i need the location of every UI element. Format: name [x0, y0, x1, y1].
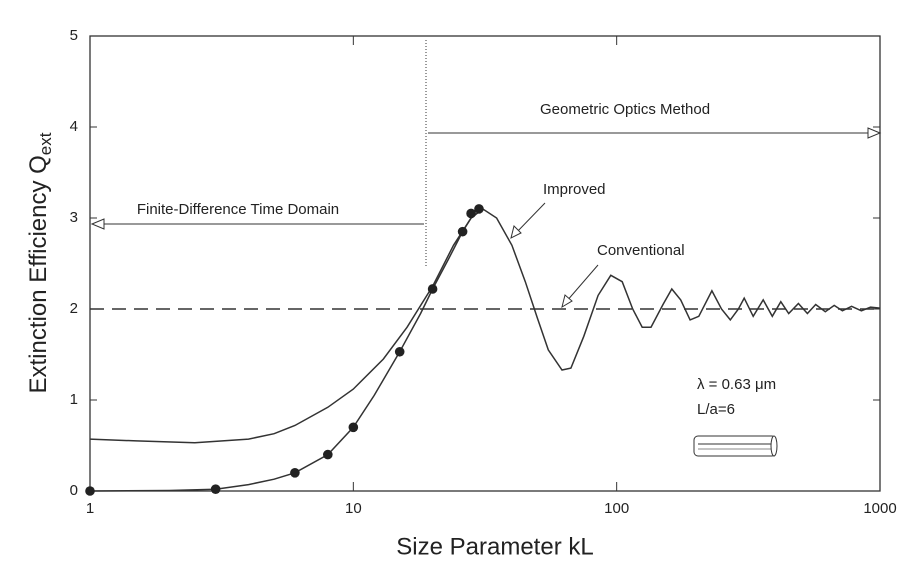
point	[85, 486, 95, 496]
y-axis-label: Extinction Efficiency Qext	[25, 132, 55, 393]
pointer	[565, 264, 599, 303]
annotation: λ = 0.63 μm	[697, 376, 776, 393]
point	[348, 422, 359, 433]
point	[427, 284, 438, 294]
pointer-head	[510, 225, 522, 239]
y-tick-label: 0	[70, 482, 78, 499]
annotation: Geometric Optics Method	[540, 101, 710, 118]
x-tick-label: 10	[345, 500, 362, 517]
y-tick-label: 1	[70, 391, 78, 408]
point	[466, 208, 476, 219]
cylinder-icon	[693, 435, 778, 457]
point	[290, 468, 300, 478]
y-tick-label: 5	[70, 27, 78, 44]
arrow-head	[90, 218, 105, 230]
annotation: Improved	[543, 181, 606, 198]
line	[89, 207, 881, 444]
y-axis-label-sub: ext	[36, 132, 55, 155]
y-tick-label: 3	[70, 209, 78, 226]
point	[323, 449, 333, 460]
arrow-head	[867, 127, 882, 139]
annotation: Finite-Difference Time Domain	[137, 201, 339, 218]
x-axis-label: Size Parameter kL	[396, 533, 593, 560]
pointer	[514, 202, 546, 235]
annotation: L/a=6	[697, 401, 735, 418]
x-tick-label: 100	[604, 500, 629, 517]
y-tick-label: 2	[70, 300, 78, 317]
point	[394, 346, 405, 357]
x-tick-label: 1	[86, 500, 94, 517]
pointer-head	[561, 294, 573, 309]
annotation: Conventional	[597, 242, 685, 259]
y-axis-label-main: Extinction Efficiency Q	[25, 155, 52, 393]
y-tick-label: 4	[70, 118, 78, 135]
point	[474, 204, 484, 214]
x-tick-label: 1000	[863, 500, 896, 517]
point	[457, 226, 468, 237]
point	[210, 484, 221, 494]
plot-frame	[89, 35, 881, 492]
line	[89, 208, 484, 492]
